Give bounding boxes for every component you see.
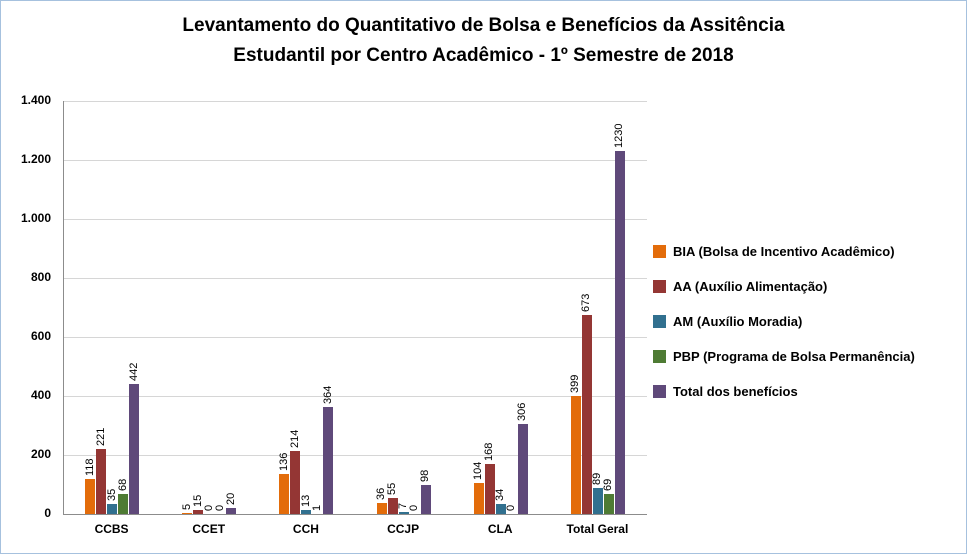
bar: [517, 424, 528, 514]
x-axis-label: CCH: [292, 522, 319, 536]
gridline: [64, 336, 647, 338]
legend-label: Total dos benefícios: [673, 383, 798, 399]
y-axis-tick-label: 600: [30, 329, 51, 343]
bar-value-label: 306: [516, 402, 529, 421]
bar: [129, 384, 140, 514]
y-axis-tick-label: 200: [30, 447, 51, 461]
gridline: [64, 159, 647, 161]
bar: [226, 508, 237, 514]
bar: [473, 483, 484, 514]
bar: [484, 464, 495, 514]
bar: [495, 504, 506, 514]
chart-title-line2: Estudantil por Centro Acadêmico - 1º Sem…: [233, 45, 734, 67]
gridline: [64, 218, 647, 220]
y-axis-tick-labels: 0 200 400 600 800 1.000 1.200 1.400: [1, 93, 59, 520]
chart-title-line1: Levantamento do Quantitativo de Bolsa e …: [182, 15, 785, 36]
x-axis-label: CCJP: [387, 522, 420, 536]
bar-value-label: 20: [224, 492, 237, 505]
legend-item: PBP (Programa de Bolsa Permanência): [653, 348, 915, 364]
bar-value-label: 136: [277, 452, 290, 471]
gridline: [64, 395, 647, 397]
bar-value-label: 1: [310, 504, 323, 511]
bar: [387, 498, 398, 514]
bar: [592, 488, 603, 514]
legend-label: BIA (Bolsa de Incentivo Acadêmico): [673, 243, 895, 259]
bar: [376, 503, 387, 514]
legend-label: AA (Auxílio Alimentação): [673, 278, 828, 294]
bar: [290, 451, 301, 514]
legend-item: Total dos benefícios: [653, 383, 915, 399]
bar: [603, 494, 614, 514]
bar-value-label: 0: [505, 504, 518, 511]
legend-label: AM (Auxílio Moradia): [673, 313, 803, 329]
legend-swatch-icon: [653, 384, 666, 398]
legend-swatch-icon: [653, 279, 666, 293]
y-axis-tick-label: 1.200: [20, 152, 51, 166]
bar-value-label: 673: [580, 293, 593, 312]
bar-value-label: 35: [105, 488, 118, 501]
legend-item: AM (Auxílio Moradia): [653, 313, 915, 329]
bar-value-label: 221: [94, 427, 107, 446]
bar-value-label: 55: [386, 482, 399, 495]
bar-value-label: 68: [116, 478, 129, 491]
bar: [420, 485, 431, 514]
bar: [301, 510, 312, 514]
bar-value-label: 104: [472, 461, 485, 480]
bar-value-label: 0: [213, 504, 226, 511]
bar: [279, 474, 290, 514]
bar-value-label: 98: [419, 469, 432, 482]
y-axis-tick-label: 1.400: [20, 93, 51, 107]
x-axis-label: CLA: [487, 522, 513, 536]
bar-value-label: 0: [408, 504, 421, 511]
legend-swatch-icon: [653, 314, 666, 328]
x-axis-label: Total Geral: [566, 522, 629, 536]
legend-item: BIA (Bolsa de Incentivo Acadêmico): [653, 243, 915, 259]
y-axis-tick-label: 1.000: [20, 211, 51, 225]
bar: [118, 494, 129, 514]
legend-label: PBP (Programa de Bolsa Permanência): [673, 348, 915, 364]
bar-value-label: 442: [127, 362, 140, 381]
y-axis-tick-label: 800: [30, 270, 51, 284]
legend-item: AA (Auxílio Alimentação): [653, 278, 915, 294]
chart-title: Levantamento do Quantitativo de Bolsa e …: [1, 11, 966, 72]
bar-value-label: 364: [321, 385, 334, 404]
plot-area: 118 221 35 68 442 5 15 0 0 20 136 214 13 1 364 36 55 7 0 98…: [63, 100, 647, 515]
bar: [398, 512, 409, 514]
x-axis-label: CCBS: [94, 522, 129, 536]
bar-value-label: 168: [483, 442, 496, 461]
chart-legend: BIA (Bolsa de Incentivo Acadêmico) AA (Au…: [653, 244, 915, 419]
bar-value-label: 69: [602, 478, 615, 491]
bar-value-label: 1230: [613, 123, 626, 148]
x-axis-category-labels: CCBS CCET CCH CCJP CLA Total Geral: [63, 522, 646, 542]
bar: [182, 513, 193, 514]
bar: [581, 315, 592, 514]
bar: [614, 151, 625, 514]
y-axis-tick-label: 400: [30, 388, 51, 402]
legend-swatch-icon: [653, 349, 666, 363]
bar-value-label: 399: [569, 374, 582, 393]
bar: [96, 449, 107, 514]
x-axis-label: CCET: [192, 522, 226, 536]
bar: [85, 479, 96, 514]
bar: [193, 510, 204, 514]
bar-value-label: 214: [288, 429, 301, 448]
bar: [570, 396, 581, 514]
legend-swatch-icon: [653, 244, 666, 258]
bar: [107, 504, 118, 514]
gridline: [64, 277, 647, 279]
gridline: [64, 454, 647, 456]
bar-value-label: 118: [83, 458, 96, 476]
y-axis-tick-label: 0: [44, 506, 51, 520]
bar: [323, 407, 334, 514]
gridline: [64, 100, 647, 102]
bar-value-label: 34: [494, 488, 507, 501]
